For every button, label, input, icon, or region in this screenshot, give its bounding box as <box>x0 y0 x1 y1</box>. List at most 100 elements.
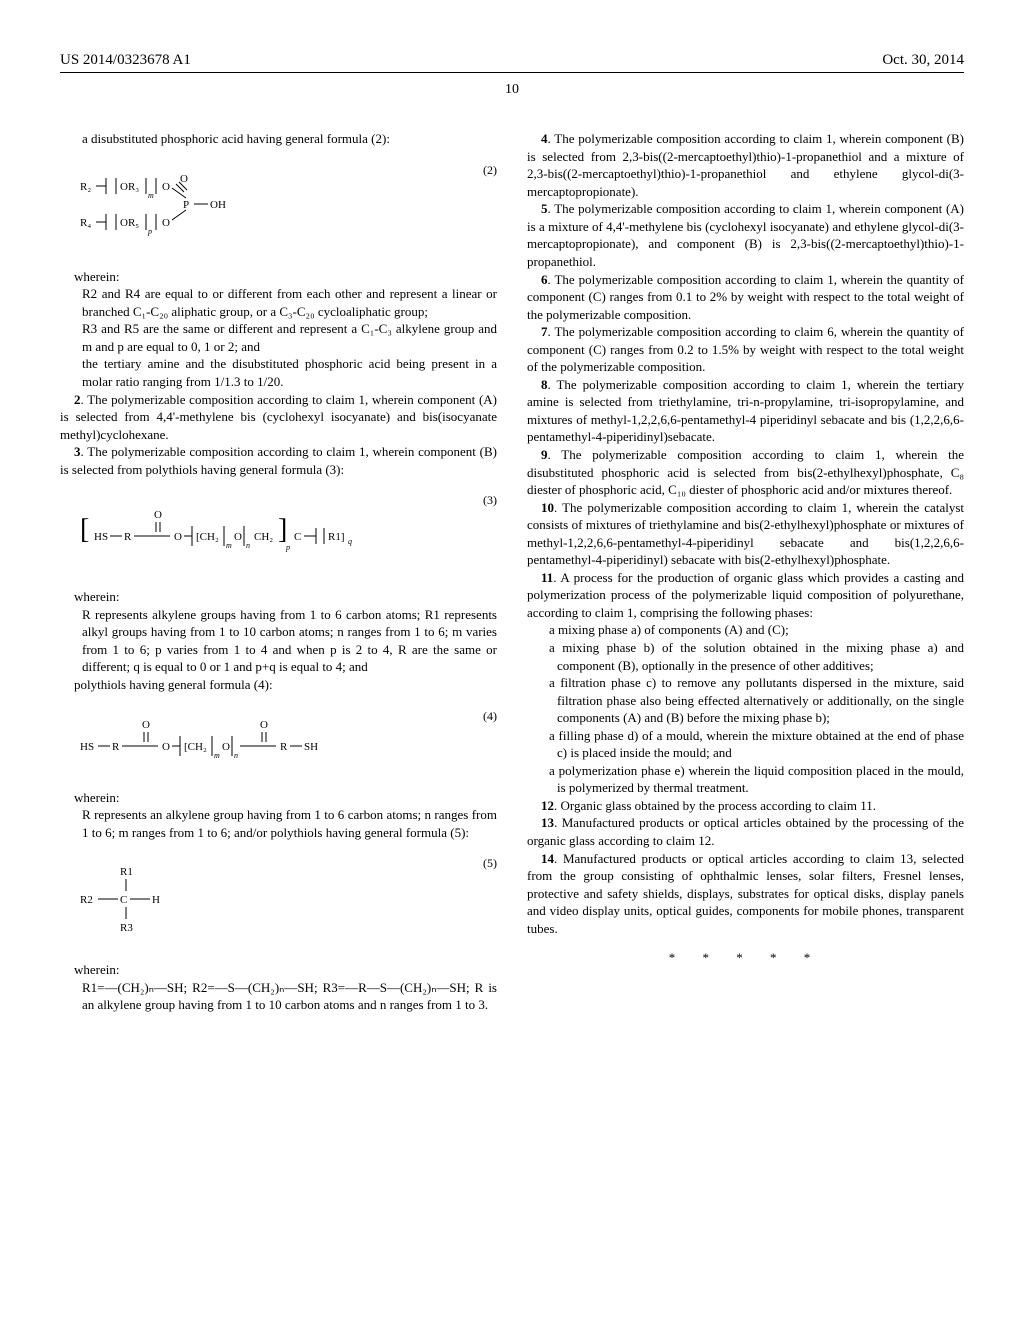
svg-text:R1]: R1] <box>328 531 345 543</box>
eq-number-4: (4) <box>483 708 497 724</box>
svg-text:HS: HS <box>94 531 108 543</box>
formula-5-svg: R1 R2 C H R3 <box>80 861 230 941</box>
svg-text:O: O <box>154 509 162 521</box>
formula-4: (4) HS R O O [CH₂ m O <box>80 714 497 769</box>
phase-c: a filtration phase c) to remove any poll… <box>549 674 964 727</box>
claim-10: 10. The polymerizable composition accord… <box>527 499 964 569</box>
formula-3-svg: [ HS R O O [CH₂ m O n <box>80 498 420 568</box>
page-header: US 2014/0323678 A1 Oct. 30, 2014 <box>60 50 964 73</box>
eq-number-5: (5) <box>483 855 497 871</box>
svg-text:O: O <box>162 217 170 229</box>
svg-text:[: [ <box>80 514 89 545</box>
claim-2-text: . The polymerizable composition accordin… <box>60 392 497 442</box>
intro-line: a disubstituted phosphoric acid having g… <box>82 130 497 148</box>
svg-text:H: H <box>152 894 160 906</box>
eq-number-3: (3) <box>483 492 497 508</box>
svg-text:R2: R2 <box>80 894 93 906</box>
svg-text:OR₅: OR₅ <box>120 217 139 229</box>
svg-text:p: p <box>147 227 152 236</box>
end-stars: * * * * * <box>527 949 964 967</box>
formula-2-svg: R₂ OR₃ m O O P OH R₄ <box>80 168 300 248</box>
claim-7-text: . The polymerizable composition accordin… <box>527 324 964 374</box>
svg-text:R₂: R₂ <box>80 181 91 193</box>
def-amine: the tertiary amine and the disubstituted… <box>82 355 497 390</box>
claim-11-num: 11 <box>541 570 553 585</box>
svg-text:m: m <box>148 191 154 200</box>
svg-text:R₄: R₄ <box>80 217 91 229</box>
claim-8-text: . The polymerizable composition accordin… <box>527 377 964 445</box>
right-column: 4. The polymerizable composition accordi… <box>527 130 964 1014</box>
def-r2r4: R2 and R4 are equal to or different from… <box>82 285 497 320</box>
page-number: 10 <box>60 81 964 100</box>
claim-13: 13. Manufactured products or optical art… <box>527 814 964 849</box>
formula-2: (2) R₂ OR₃ m O O P OH <box>80 168 497 248</box>
claim-9-text: . The polymerizable composition accordin… <box>527 447 964 497</box>
svg-text:m: m <box>214 751 220 760</box>
svg-text:R1: R1 <box>120 866 133 878</box>
claim-3: 3. The polymerizable composition accordi… <box>60 443 497 478</box>
svg-text:C: C <box>294 531 301 543</box>
svg-text:n: n <box>246 541 250 550</box>
phase-e: a polymerization phase e) wherein the li… <box>549 762 964 797</box>
svg-text:R: R <box>280 741 288 753</box>
svg-text:O: O <box>174 531 182 543</box>
def-4a: R represents an alkylene group having fr… <box>82 806 497 841</box>
def-5a: R1=—(CH₂)ₙ—SH; R2=—S—(CH₂)ₙ—SH; R3=—R—S—… <box>82 979 497 1014</box>
phase-a: a mixing phase a) of components (A) and … <box>549 621 964 639</box>
svg-text:O: O <box>260 719 268 731</box>
claim-11-text: . A process for the production of organi… <box>527 570 964 620</box>
svg-text:R3: R3 <box>120 922 133 934</box>
claim-2: 2. The polymerizable composition accordi… <box>60 391 497 444</box>
claim-10-num: 10 <box>541 500 554 515</box>
svg-text:p: p <box>285 543 290 552</box>
publication-number: US 2014/0323678 A1 <box>60 50 191 70</box>
svg-text:m: m <box>226 541 232 550</box>
svg-text:CH₂: CH₂ <box>254 531 273 543</box>
svg-text:HS: HS <box>80 741 94 753</box>
claim-12-num: 12 <box>541 798 554 813</box>
claim-6-text: . The polymerizable composition accordin… <box>527 272 964 322</box>
wherein-4: wherein: <box>60 789 497 807</box>
claim-13-num: 13 <box>541 815 554 830</box>
svg-text:OH: OH <box>210 199 226 211</box>
svg-text:O: O <box>162 181 170 193</box>
svg-text:[CH₂: [CH₂ <box>196 531 219 543</box>
formula-4-svg: HS R O O [CH₂ m O n <box>80 714 400 769</box>
svg-text:O: O <box>162 741 170 753</box>
eq-number-2: (2) <box>483 162 497 178</box>
def-r3r5: R3 and R5 are the same or different and … <box>82 320 497 355</box>
svg-text:O: O <box>222 741 230 753</box>
svg-text:[CH₂: [CH₂ <box>184 741 207 753</box>
claim-4: 4. The polymerizable composition accordi… <box>527 130 964 200</box>
claim-5: 5. The polymerizable composition accordi… <box>527 200 964 270</box>
svg-text:]: ] <box>278 514 287 545</box>
claim-14-text: . Manufactured products or optical artic… <box>527 851 964 936</box>
claim-3-text: . The polymerizable composition accordin… <box>60 444 497 477</box>
claim-10-text: . The polymerizable composition accordin… <box>527 500 964 568</box>
claim-11: 11. A process for the production of orga… <box>527 569 964 622</box>
svg-text:OR₃: OR₃ <box>120 181 139 193</box>
def-3a: R represents alkylene groups having from… <box>82 606 497 676</box>
claim-7: 7. The polymerizable composition accordi… <box>527 323 964 376</box>
def-3b: polythiols having general formula (4): <box>60 676 497 694</box>
claim-4-text: . The polymerizable composition accordin… <box>527 131 964 199</box>
claim-14: 14. Manufactured products or optical art… <box>527 850 964 938</box>
phase-b: a mixing phase b) of the solution obtain… <box>549 639 964 674</box>
svg-text:n: n <box>234 751 238 760</box>
claim-12-text: . Organic glass obtained by the process … <box>554 798 876 813</box>
claim-14-num: 14 <box>541 851 554 866</box>
svg-text:C: C <box>120 894 127 906</box>
svg-text:P: P <box>183 199 189 211</box>
wherein-2: wherein: <box>60 268 497 286</box>
claim-8: 8. The polymerizable composition accordi… <box>527 376 964 446</box>
svg-text:q: q <box>348 537 352 546</box>
left-column: a disubstituted phosphoric acid having g… <box>60 130 497 1014</box>
svg-text:O: O <box>234 531 242 543</box>
formula-5: (5) R1 R2 C H R3 <box>80 861 497 941</box>
claim-12: 12. Organic glass obtained by the proces… <box>527 797 964 815</box>
wherein-3: wherein: <box>60 588 497 606</box>
svg-text:SH: SH <box>304 741 318 753</box>
phase-d: a filling phase d) of a mould, wherein t… <box>549 727 964 762</box>
svg-text:R: R <box>124 531 132 543</box>
svg-text:O: O <box>180 173 188 185</box>
